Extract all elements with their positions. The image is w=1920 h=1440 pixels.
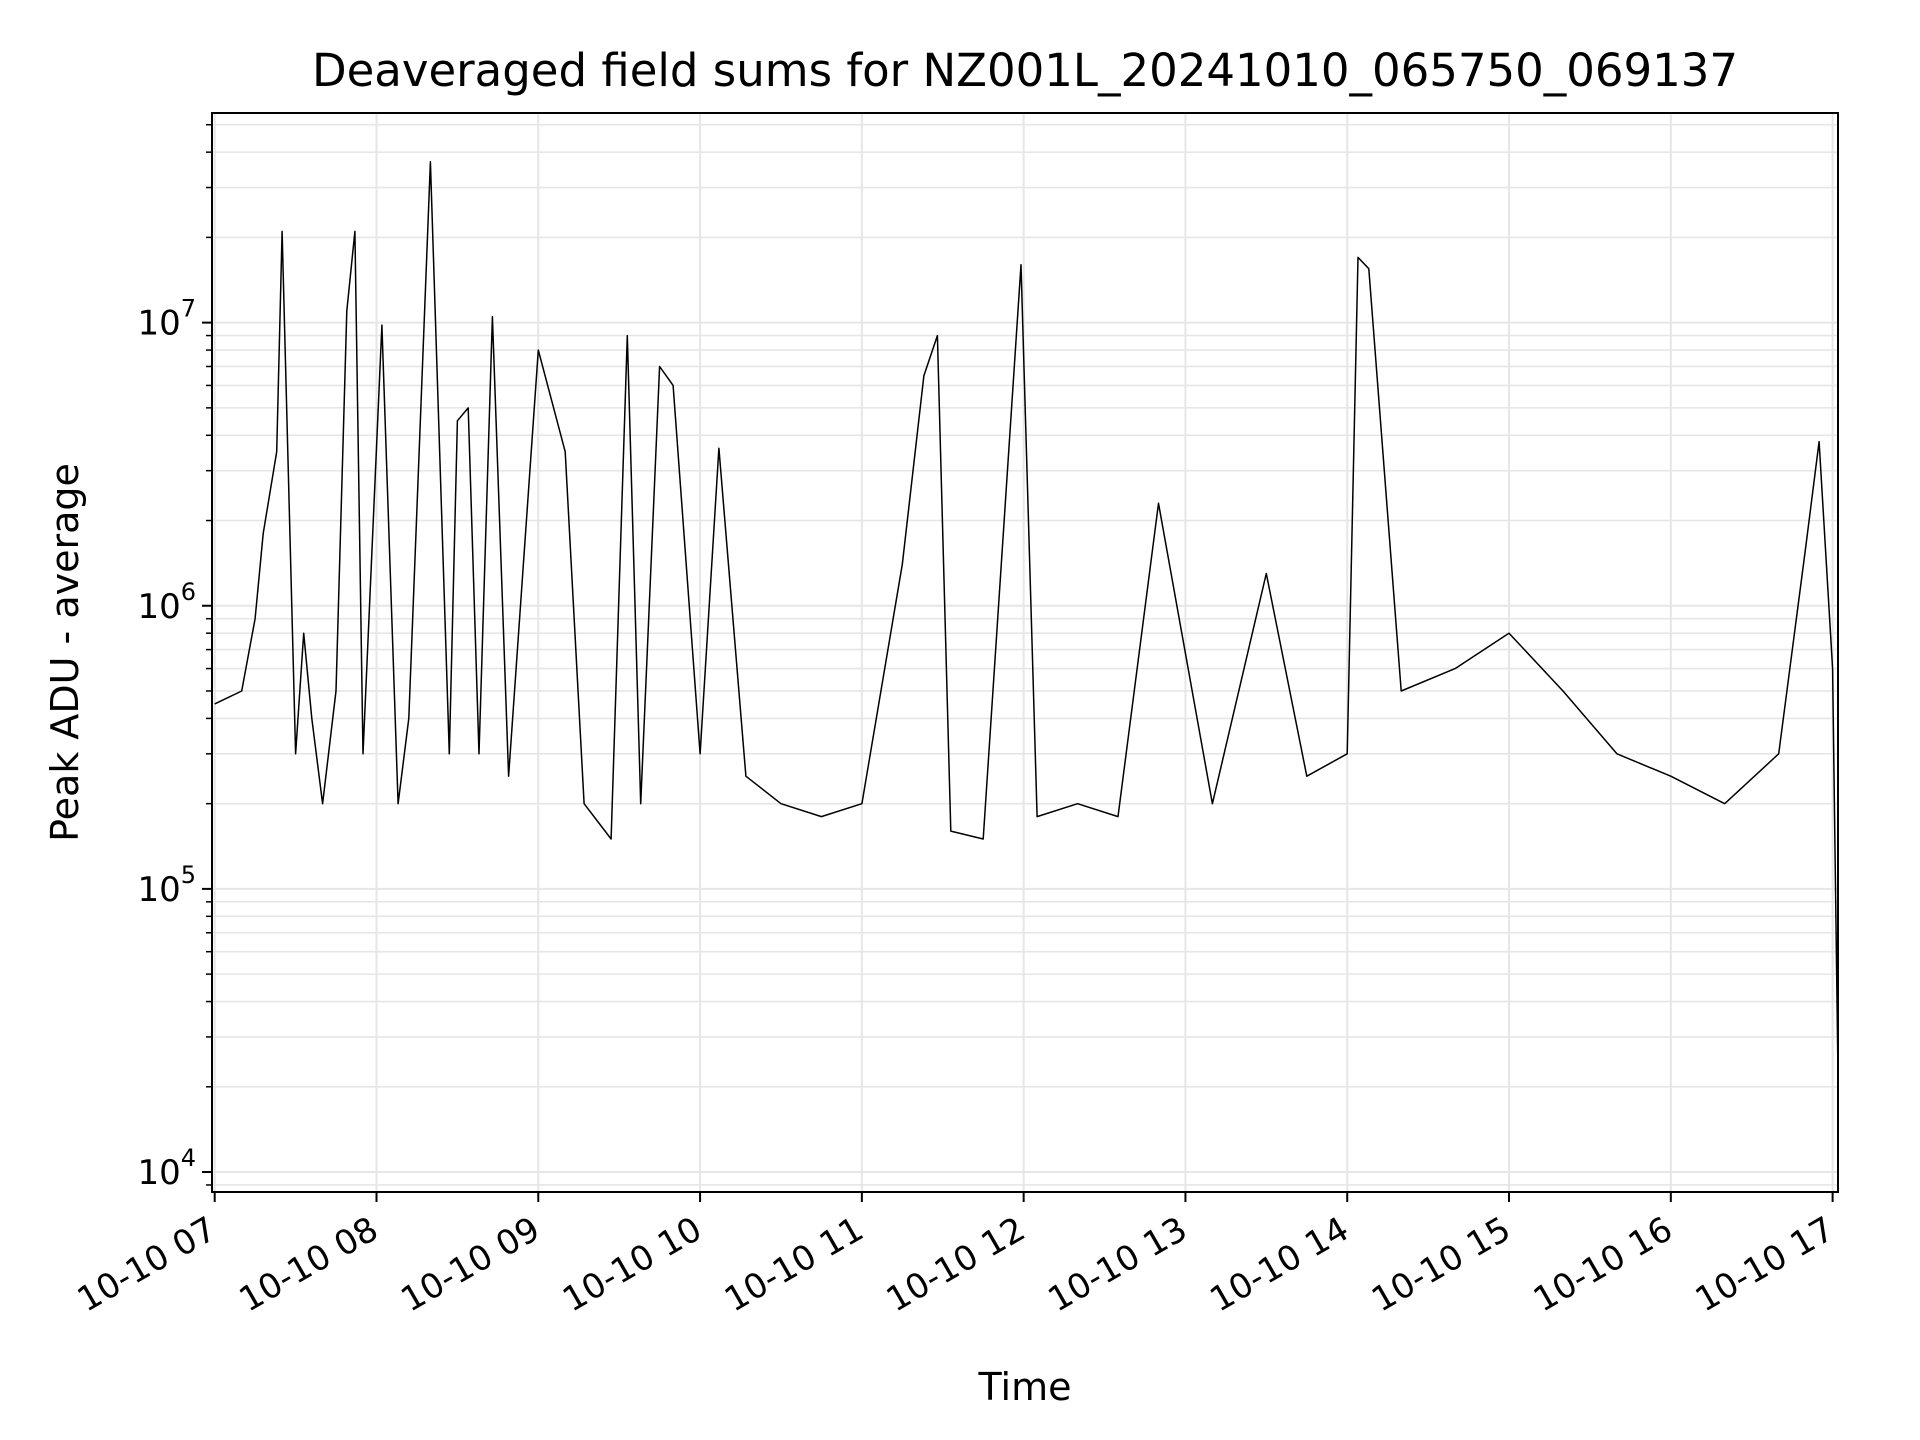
line-layer [214, 160, 1839, 1076]
y-tick-exponent: 6 [181, 578, 196, 606]
y-tick-base: 10 [137, 1153, 180, 1193]
y-tick-label: 107 [137, 295, 196, 344]
y-tick-label: 104 [137, 1144, 196, 1193]
y-tick-exponent: 5 [181, 861, 196, 889]
series-line [214, 160, 1839, 1076]
grid [212, 113, 1838, 1192]
plot-frame [211, 112, 1839, 1193]
y-tick-exponent: 7 [181, 295, 196, 323]
y-tick-base: 10 [137, 587, 180, 627]
chart-title: Deaveraged field sums for NZ001L_2024101… [312, 44, 1738, 97]
y-tick-exponent: 4 [181, 1144, 196, 1172]
y-tick-base: 10 [137, 304, 180, 344]
x-axis-label: Time [978, 1365, 1072, 1409]
y-tick-label: 105 [137, 861, 196, 910]
y-axis-label: Peak ADU - average [43, 463, 87, 842]
y-tick-base: 10 [137, 870, 180, 910]
y-tick-label: 106 [137, 578, 196, 627]
